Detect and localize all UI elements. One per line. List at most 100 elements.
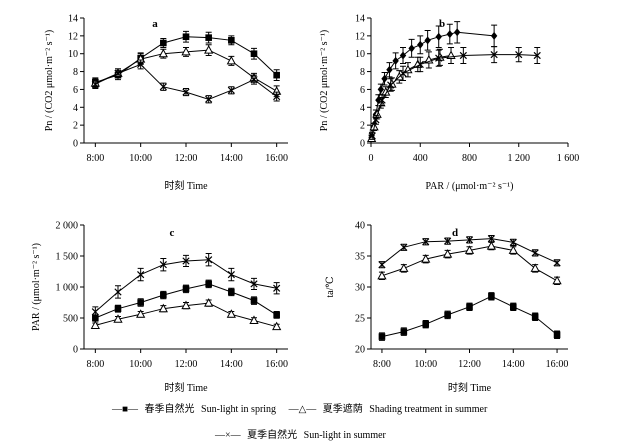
data-point [552, 275, 562, 285]
y-tick-label: 1 000 [56, 283, 79, 294]
legend-summer-zh: 夏季自然光 [247, 430, 298, 441]
series-sun-light-in-summer [378, 235, 561, 269]
data-point [381, 87, 391, 96]
y-tick-label: 8 [73, 67, 78, 78]
data-point [273, 92, 281, 101]
data-point [400, 328, 408, 335]
x-axis-label: 时刻 Time [164, 179, 208, 192]
panel-b: 0 2 4 6 8 10 12 14 0 400 800 1 200 1 600 b PAR / (μmol… [319, 14, 579, 193]
x-tick-label: 1 600 [557, 153, 580, 164]
series-line [371, 31, 495, 138]
data-point [205, 95, 213, 103]
data-point [487, 235, 496, 243]
series-line [381, 295, 558, 338]
series-sun-light-in-summer [368, 46, 541, 140]
data-point [509, 303, 517, 311]
x-tick-label: 0 [369, 153, 374, 164]
data-point [381, 74, 388, 83]
data-point [435, 32, 442, 41]
y-tick-label: 0 [360, 139, 365, 150]
data-point [205, 256, 213, 264]
x-tick-label: 10:00 [129, 153, 152, 164]
legend-spring-symbol: —■— [112, 404, 139, 415]
data-point [114, 305, 122, 312]
data-point [466, 303, 473, 311]
series-sun-light-in-summer [91, 59, 281, 104]
series-line [371, 54, 538, 137]
data-point [158, 48, 168, 58]
x-tick-label: 8:00 [86, 359, 104, 370]
data-point [417, 40, 424, 49]
data-point [227, 86, 235, 94]
data-point [444, 311, 451, 319]
panel-label: a [152, 18, 158, 30]
x-tick-label: 16:00 [265, 359, 288, 370]
y-tick-label: 12 [68, 31, 78, 42]
data-point [182, 257, 190, 265]
y-tick-label: 2 [73, 121, 78, 132]
data-point [91, 80, 99, 88]
y-tick-label: 0 [73, 139, 78, 150]
legend-shading-en: Shading treatment in summer [369, 404, 488, 415]
series-shading-treatment-in-summer [90, 298, 282, 331]
legend-spring-zh: 春季自然光 [144, 404, 195, 415]
y-tick-label: 2 [360, 121, 365, 132]
data-point [249, 315, 259, 324]
data-point [399, 69, 407, 77]
y-tick-label: 40 [355, 221, 365, 232]
data-point [250, 50, 258, 58]
data-point [387, 81, 395, 89]
legend-summer-en: Sun-light in summer [303, 430, 386, 441]
data-point [465, 236, 474, 244]
data-point [399, 51, 407, 60]
y-tick-label: 12 [355, 31, 365, 42]
series-sun-light-in-summer [91, 253, 281, 318]
data-point [392, 56, 399, 65]
data-point [378, 333, 386, 340]
data-point [160, 39, 167, 47]
series-line [95, 36, 278, 83]
panel-a: 0 2 4 6 8 10 12 14 8:00 10:00 12:00 14:00 16:00 a 时刻 T… [44, 14, 288, 193]
data-point [424, 36, 431, 45]
data-point [136, 309, 146, 318]
data-point [422, 320, 430, 328]
data-point [464, 245, 475, 254]
y-tick-label: 10 [355, 49, 365, 60]
data-point [273, 284, 281, 292]
data-point [399, 263, 409, 272]
legend-row-1: —■— 春季自然光 Sun-light in spring —△— 夏季遮荫 S… [112, 400, 487, 415]
panel-label: b [439, 18, 445, 30]
y-tick-label: 20 [355, 345, 365, 356]
y-tick-label: 2 000 [56, 221, 79, 232]
data-point [490, 50, 498, 59]
legend-shading-symbol: —△— [288, 404, 317, 415]
y-tick-label: 1 500 [56, 252, 79, 263]
data-point [486, 241, 497, 250]
x-axis-label: 时刻 Time [448, 381, 492, 394]
x-axis-label: 时刻 Time [164, 381, 208, 394]
y-axis-label: Pn / (CO2 μmol·m⁻² s⁻¹) [44, 30, 55, 131]
y-axis-label: ta/℃ [325, 276, 336, 297]
data-point [533, 51, 541, 60]
y-tick-label: 500 [63, 314, 78, 325]
x-tick-label: 800 [462, 153, 477, 164]
data-point [137, 299, 144, 306]
y-tick-label: 35 [355, 252, 365, 263]
data-point [90, 320, 100, 329]
data-point [453, 28, 461, 37]
x-tick-label: 14:00 [220, 359, 243, 370]
data-point [553, 331, 561, 339]
y-tick-label: 0 [73, 345, 78, 356]
legend-row-2: —×— 夏季自然光 Sun-light in summer [215, 426, 386, 441]
data-point [408, 44, 415, 53]
data-point [205, 34, 212, 41]
data-point [250, 297, 258, 304]
x-tick-label: 12:00 [175, 359, 198, 370]
data-point [372, 116, 380, 124]
data-point [421, 254, 431, 263]
data-point [181, 300, 191, 310]
data-point [159, 83, 167, 91]
series-sun-light-in-spring [92, 279, 280, 322]
x-tick-label: 12:00 [175, 153, 198, 164]
